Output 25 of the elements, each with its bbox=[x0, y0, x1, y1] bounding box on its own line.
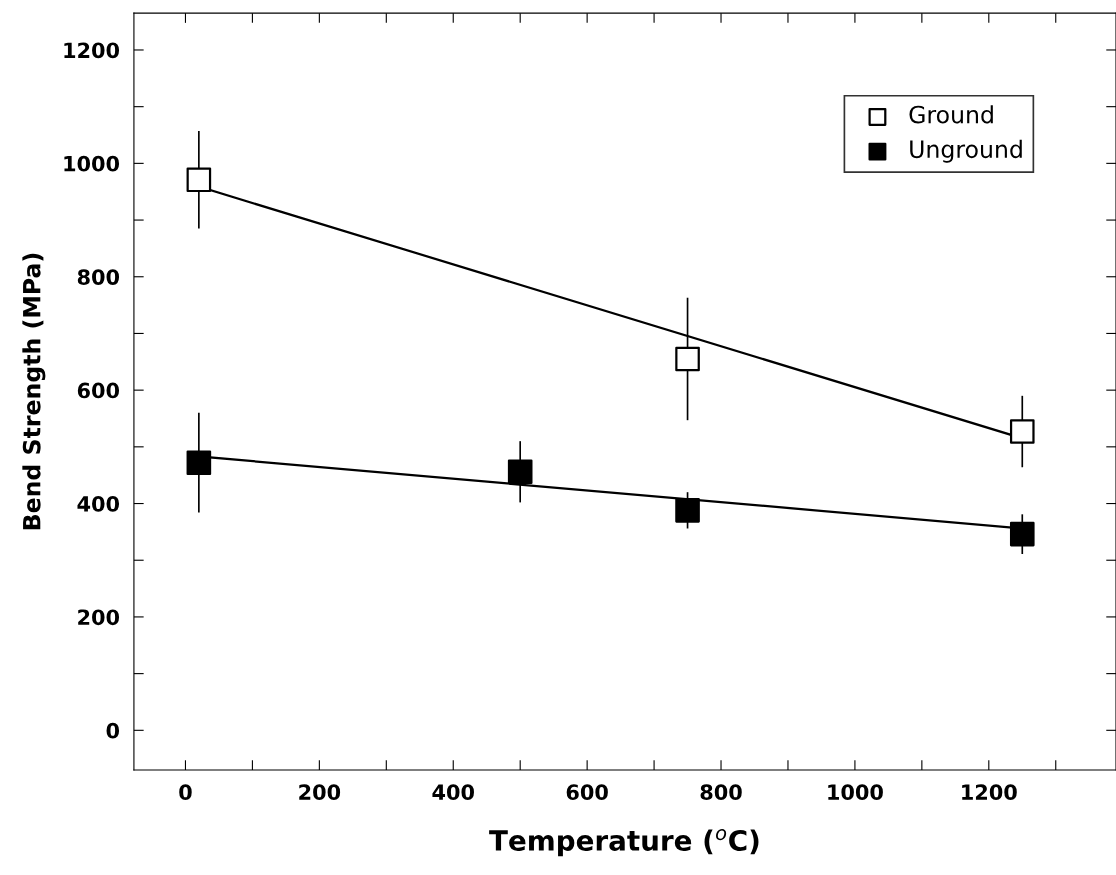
x-tick-label: 1000 bbox=[828, 784, 883, 801]
y-tick-label: 400 bbox=[77, 495, 120, 512]
legend-label: Ground bbox=[909, 105, 993, 124]
point bbox=[186, 450, 212, 476]
y-tick-label: 600 bbox=[77, 382, 120, 399]
x-tick-label: 800 bbox=[700, 784, 742, 801]
y-tick-label: 1200 bbox=[64, 42, 120, 59]
point bbox=[675, 498, 700, 523]
y-tick-label: 800 bbox=[77, 269, 120, 285]
x-axis-title: Temperature ($^{o}$C) bbox=[489, 829, 759, 857]
y-axis-title: Bend Strength (MPa) bbox=[22, 253, 46, 530]
point bbox=[1009, 419, 1035, 444]
x-tick-label: 600 bbox=[566, 784, 608, 801]
y-tick-label: 200 bbox=[78, 609, 120, 626]
x-tick-label: 200 bbox=[299, 784, 341, 801]
y-tick-label: 0 bbox=[106, 722, 120, 739]
legend-label: Unground bbox=[910, 139, 1022, 163]
point bbox=[1009, 521, 1035, 547]
y-tick-label: 1000 bbox=[64, 155, 120, 172]
point bbox=[507, 459, 533, 485]
x-tick-label: 400 bbox=[432, 784, 474, 801]
point bbox=[675, 346, 700, 372]
x-tick-label: 0 bbox=[179, 784, 192, 801]
x-tick-label: 1200 bbox=[962, 784, 1017, 801]
point bbox=[186, 167, 212, 193]
